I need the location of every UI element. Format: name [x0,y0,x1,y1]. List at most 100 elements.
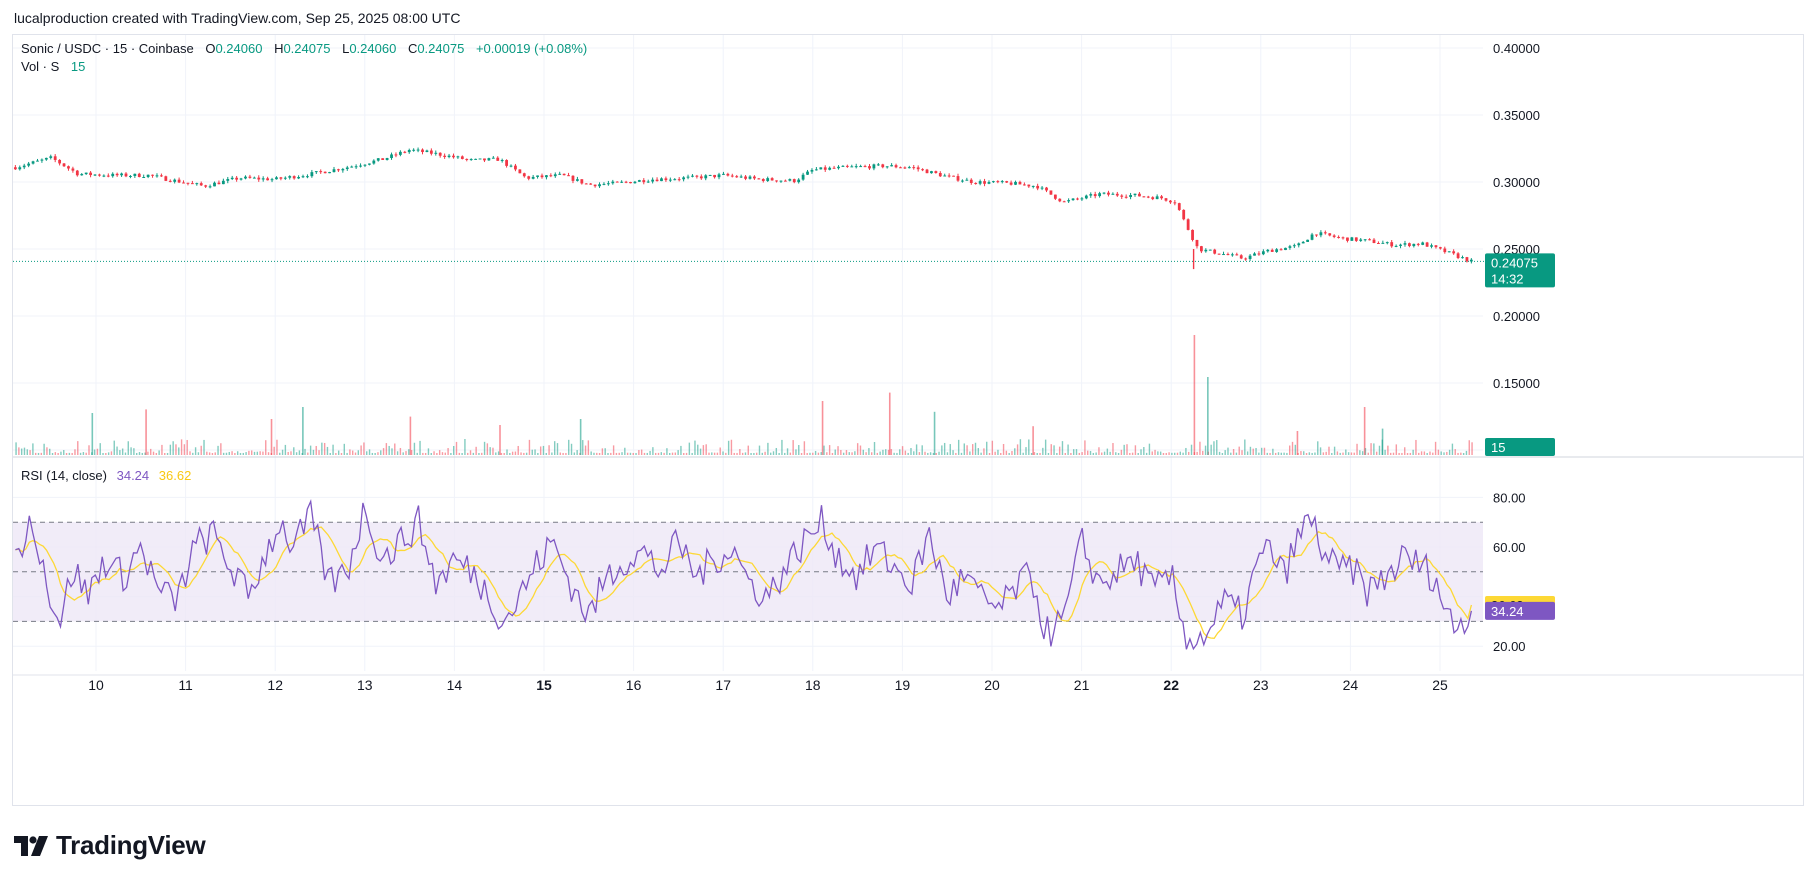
low-key: L [342,41,350,56]
candle-body [704,175,708,179]
volume-bar [293,447,295,455]
candle-body [757,178,761,180]
volume-bar [753,452,755,455]
volume-bar [1084,440,1086,455]
volume-bar [1246,451,1249,455]
volume-spike [409,416,412,455]
volume-bar [127,441,129,455]
candle-body [301,176,305,178]
volume-bar [755,452,758,455]
volume-bar [424,452,427,455]
volume-bar [1460,452,1462,455]
volume-bar [1050,444,1052,455]
volume-bar [1131,452,1134,455]
volume-bar [1224,450,1226,455]
volume-bar [68,452,71,455]
price-tick-label: 0.20000 [1493,309,1540,324]
volume-bar [483,441,486,455]
candle-body [1089,194,1093,196]
volume-bar [1016,444,1019,455]
volume-bar [410,450,413,455]
volume-bar [408,449,410,455]
volume-spike [1032,426,1034,455]
candle-body [1385,242,1389,244]
volume-bar [758,445,761,455]
candle-body [1425,242,1429,247]
volume-bar [1101,452,1103,455]
volume-bar [1042,447,1044,455]
candle-body [115,173,119,176]
symbol-label[interactable]: Sonic / USDC · 15 · Coinbase [21,41,194,56]
volume-bar [1457,452,1459,455]
volume-bar [570,443,573,455]
candle-body [633,181,637,184]
volume-bar [1078,452,1081,455]
volume-bar [427,448,430,455]
candle-body [190,183,194,185]
volume-bar [281,449,284,455]
rsi-label[interactable]: RSI (14, close) [21,468,107,483]
volume-bar [206,451,208,455]
candle-body [1160,196,1163,199]
candle-body [1191,229,1194,240]
candle-body [1292,245,1296,247]
candle-body [1421,242,1425,245]
volume-bar [966,445,968,455]
candle-body [177,179,181,183]
candle-body [788,179,792,181]
candle-body [682,177,686,180]
volume-bar [1398,452,1400,455]
candle-body [487,158,491,161]
volume-bar [565,452,567,455]
rsi-legend: RSI (14, close) 34.24 36.62 [21,468,191,483]
volume-bar [225,452,228,455]
volume-bar [879,451,881,455]
volume-bar [994,451,996,455]
volume-value: 15 [70,59,86,74]
volume-bar [192,452,194,455]
chart-frame[interactable]: 0.40000 0.35000 0.30000 0.25000 0.20000 0.150… [12,34,1804,806]
volume-bar [1286,452,1288,455]
volume-bar [551,452,553,455]
volume-bar [1019,439,1022,455]
volume-bar [18,447,20,455]
volume-bar [671,452,674,455]
volume-tag-text: 15 [1491,440,1505,455]
volume-bar [318,450,320,455]
volume-bar [102,453,104,455]
candle-body [1399,244,1402,246]
volume-bar [873,442,876,455]
volume-bar [910,447,912,455]
volume-bar [800,452,803,455]
volume-bar [343,443,345,455]
price-tick-label: 0.30000 [1493,175,1540,190]
volume-label[interactable]: Vol · S [21,59,60,74]
volume-bar [932,452,935,455]
candle-body [868,166,871,169]
volume-bar [986,441,988,455]
volume-bar [79,452,82,455]
volume-bar [1339,452,1341,455]
candle-body [465,158,469,160]
last-price-tag-bg [1485,253,1555,288]
tradingview-logo[interactable]: TradingView [14,830,206,861]
chart-canvas[interactable]: 0.40000 0.35000 0.30000 0.25000 0.20000 0.150… [13,35,1803,805]
volume-bar [121,448,124,455]
price-tick-label: 0.35000 [1493,108,1540,123]
volume-bar [1137,453,1139,455]
volume-bar [941,445,943,455]
volume-legend: Vol · S 15 [21,59,85,74]
volume-bar [587,440,590,455]
candle-body [1248,255,1252,259]
candle-body [1461,257,1464,259]
low-value: 0.24060 [349,41,397,56]
candle-body [1239,255,1243,259]
candle-body [1031,185,1035,187]
volume-bar [716,452,719,455]
volume-bar [335,452,337,455]
volume-bar [553,441,556,455]
candle-body [319,171,323,173]
volume-bar [1336,451,1339,455]
volume-bar [169,444,172,455]
